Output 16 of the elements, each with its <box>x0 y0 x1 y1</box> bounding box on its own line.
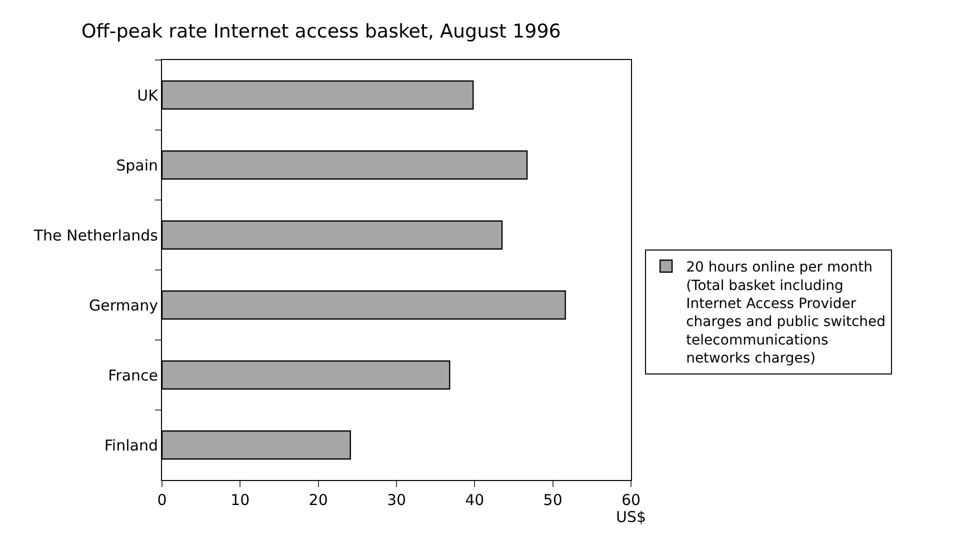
x-tick-label: 40 <box>465 491 484 509</box>
x-axis-title: US$ <box>616 508 646 526</box>
chart-title: Off-peak rate Internet access basket, August 1996 <box>81 20 561 43</box>
y-tick-label: France <box>108 366 158 384</box>
y-tick-label: Finland <box>104 436 158 454</box>
legend-label: 20 hours online per month (Total basket including Internet Access Provider charges and public switched telecommunications networks charges) <box>686 260 886 367</box>
x-tick-label: 10 <box>230 491 250 509</box>
x-tick-label: 60 <box>621 491 641 509</box>
x-tick-label: 30 <box>386 491 406 509</box>
y-tick-label: Germany <box>89 296 158 314</box>
y-tick-label: Spain <box>116 156 158 174</box>
x-tick-label: 0 <box>157 491 167 509</box>
x-tick-label: 20 <box>308 491 328 509</box>
y-tick-label: UK <box>137 86 160 104</box>
x-tick-label: 50 <box>543 491 562 509</box>
y-tick-label: The Netherlands <box>32 226 158 244</box>
